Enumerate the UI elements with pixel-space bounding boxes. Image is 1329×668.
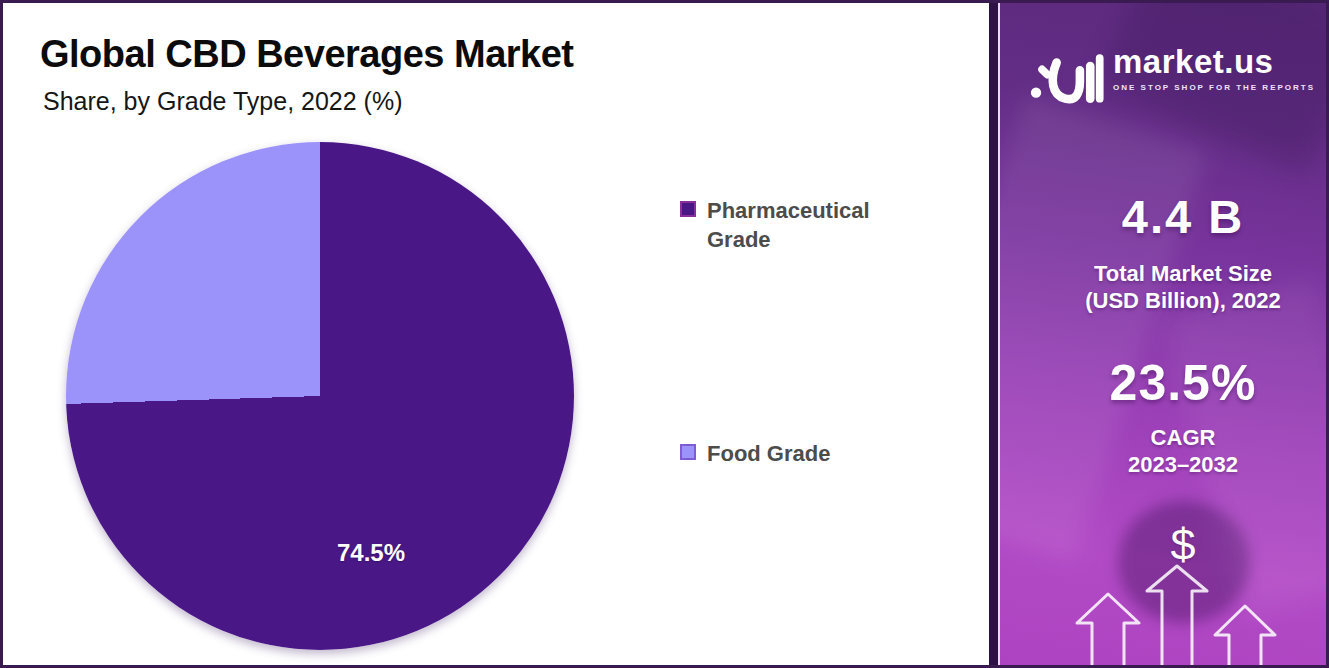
pie-chart-area: 74.5% bbox=[66, 142, 574, 650]
brand-side-panel: market.us ONE STOP SHOP FOR THE REPORTS … bbox=[1000, 3, 1326, 665]
stat-caption: CAGR 2023–2032 bbox=[1040, 425, 1326, 479]
photo-texture-overlay bbox=[1000, 94, 1207, 562]
brand-text-block: market.us ONE STOP SHOP FOR THE REPORTS bbox=[1113, 45, 1315, 92]
infographic-frame: Global CBD Beverages Market Share, by Gr… bbox=[0, 0, 1329, 668]
stat-caption-line: (USD Billion), 2022 bbox=[1040, 288, 1326, 315]
brand-logo: market.us ONE STOP SHOP FOR THE REPORTS bbox=[1030, 45, 1315, 107]
stat-total-market-size: 4.4 B Total Market Size (USD Billion), 2… bbox=[1040, 193, 1326, 315]
legend-item-food-grade: Food Grade bbox=[680, 439, 925, 468]
market-us-logo-icon bbox=[1030, 49, 1104, 107]
stat-caption-line: 2023–2032 bbox=[1040, 452, 1326, 479]
chart-panel: Global CBD Beverages Market Share, by Gr… bbox=[3, 3, 989, 665]
panel-divider bbox=[989, 3, 998, 665]
stat-value: 23.5% bbox=[1040, 358, 1326, 408]
stat-caption-line: CAGR bbox=[1040, 425, 1326, 452]
pie-chart bbox=[66, 142, 574, 650]
page-title: Global CBD Beverages Market bbox=[40, 33, 573, 76]
stat-caption-line: Total Market Size bbox=[1040, 261, 1326, 288]
pie-slice-data-label: 74.5% bbox=[337, 539, 405, 567]
legend-item-pharmaceutical-grade: Pharmaceutical Grade bbox=[680, 196, 925, 254]
legend-swatch-food-grade bbox=[680, 444, 696, 460]
stat-cagr: 23.5% CAGR 2023–2032 bbox=[1040, 358, 1326, 479]
legend-swatch-pharmaceutical-grade bbox=[680, 201, 696, 217]
brand-tagline: ONE STOP SHOP FOR THE REPORTS bbox=[1113, 83, 1315, 92]
stat-value: 4.4 B bbox=[1040, 193, 1326, 240]
legend-label: Food Grade bbox=[707, 439, 925, 468]
brand-name: market.us bbox=[1113, 45, 1315, 80]
stat-caption: Total Market Size (USD Billion), 2022 bbox=[1040, 261, 1326, 315]
legend-label: Pharmaceutical Grade bbox=[707, 196, 925, 254]
growth-arrows-icon bbox=[1000, 495, 1326, 665]
chart-subtitle: Share, by Grade Type, 2022 (%) bbox=[43, 87, 402, 116]
